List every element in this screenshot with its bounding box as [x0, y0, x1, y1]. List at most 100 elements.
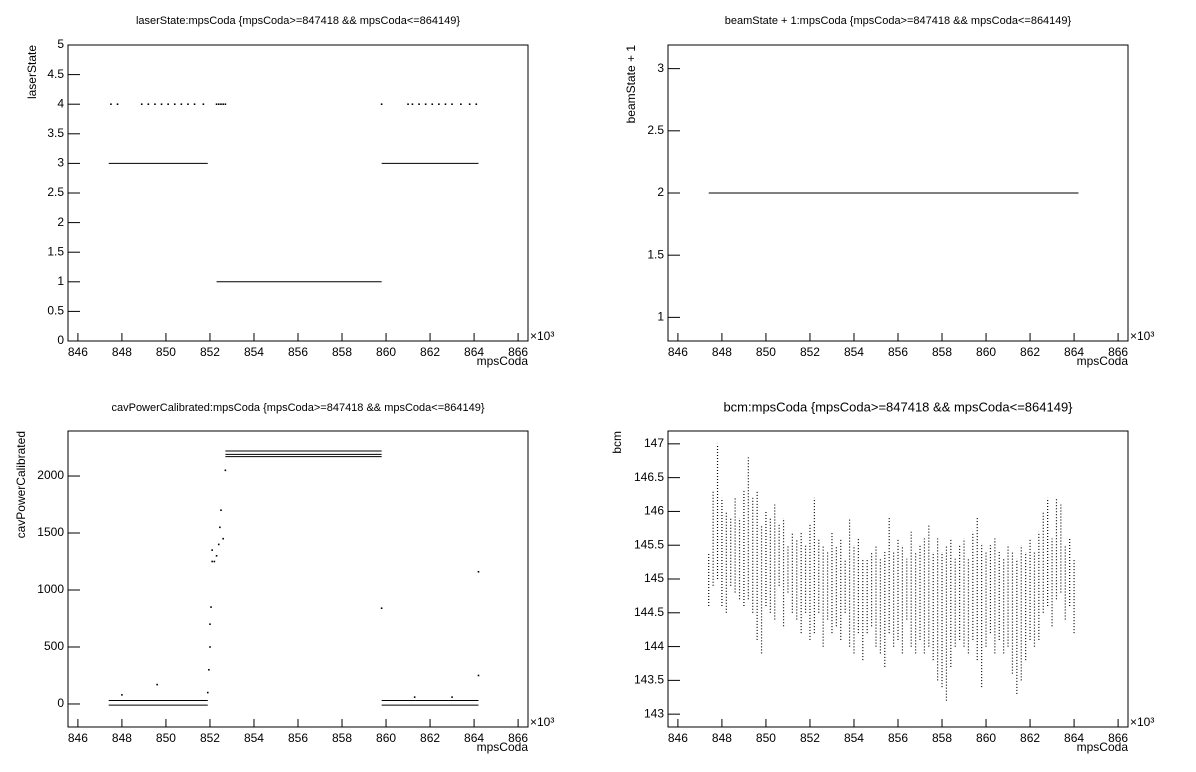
y-tick-label: 0: [57, 333, 64, 347]
x-tick-label: 866: [508, 345, 528, 359]
data-point: [180, 103, 183, 105]
x-tick-label: 848: [112, 345, 132, 359]
x-multiplier: ×10³: [530, 329, 554, 343]
data-point: [224, 103, 227, 105]
plot-frame: [67, 430, 529, 728]
data-point: [413, 696, 416, 698]
data-point: [407, 103, 409, 105]
x-tick-label: 852: [800, 345, 820, 359]
y-tick-label: 144.5: [634, 605, 664, 619]
x-tick-label: 846: [668, 731, 688, 745]
data-point: [213, 560, 216, 563]
data-point: [431, 103, 434, 105]
x-tick-label: 858: [332, 731, 352, 745]
y-tick-label: 3.5: [47, 126, 64, 140]
data-point: [220, 509, 222, 512]
y-tick-label: 1.5: [647, 247, 664, 261]
x-tick-label: 858: [932, 731, 952, 745]
x-tick-label: 866: [1108, 345, 1128, 359]
x-tick-label: 856: [288, 731, 308, 745]
y-tick-label: 147: [644, 436, 664, 450]
y-tick-label: 1: [657, 310, 664, 324]
data-point: [202, 103, 205, 105]
data-point: [206, 691, 209, 694]
data-point: [173, 103, 176, 105]
x-tick-label: 856: [888, 345, 908, 359]
chart-title: beamState + 1:mpsCoda {mpsCoda>=847418 &…: [725, 15, 1072, 27]
data-point: [209, 646, 211, 648]
data-point: [217, 543, 220, 546]
data-point: [211, 549, 213, 551]
plot-panel: cavPowerCalibrated:mpsCoda {mpsCoda>=847…: [14, 402, 554, 754]
y-tick-label: 4: [57, 96, 64, 110]
x-tick-label: 864: [464, 731, 484, 745]
chart-title: bcm:mpsCoda {mpsCoda>=847418 && mpsCoda<…: [723, 399, 1073, 414]
x-multiplier: ×10³: [530, 715, 554, 729]
x-tick-label: 864: [1064, 731, 1084, 745]
data-point: [438, 103, 440, 105]
y-tick-label: 2: [657, 185, 664, 199]
data-point: [460, 103, 462, 105]
x-tick-label: 860: [376, 345, 396, 359]
x-tick-label: 854: [244, 731, 264, 745]
x-tick-label: 864: [1064, 345, 1084, 359]
data-point: [209, 623, 211, 625]
data-point: [193, 103, 196, 105]
y-tick-label: 2.5: [47, 185, 64, 199]
x-tick-label: 852: [200, 731, 220, 745]
data-point: [224, 469, 227, 472]
x-tick-label: 854: [844, 731, 864, 745]
data-point: [380, 607, 383, 610]
data-point: [468, 103, 471, 105]
data-point: [451, 103, 453, 105]
data-point: [477, 674, 480, 677]
x-tick-label: 860: [976, 731, 996, 745]
y-axis-label: laserState: [25, 45, 39, 99]
data-point: [167, 103, 169, 105]
data-point: [147, 103, 150, 105]
y-tick-label: 2000: [37, 468, 64, 482]
x-tick-label: 866: [508, 731, 528, 745]
data-point: [475, 103, 478, 105]
x-tick-label: 856: [888, 731, 908, 745]
y-tick-label: 500: [44, 639, 64, 653]
x-tick-label: 848: [112, 731, 132, 745]
y-tick-label: 1500: [37, 525, 64, 539]
x-multiplier: ×10³: [1130, 715, 1154, 729]
y-tick-label: 146.5: [634, 470, 664, 484]
x-tick-label: 860: [976, 345, 996, 359]
data-point: [140, 103, 143, 105]
x-tick-label: 852: [200, 345, 220, 359]
x-tick-label: 850: [156, 731, 176, 745]
y-tick-label: 2: [57, 215, 64, 229]
y-tick-label: 143: [644, 706, 664, 720]
data-point: [211, 560, 213, 563]
plot-panel: beamState + 1:mpsCoda {mpsCoda>=847418 &…: [624, 15, 1154, 368]
data-point: [219, 526, 221, 529]
data-point: [222, 537, 224, 540]
data-point: [156, 683, 158, 686]
x-tick-label: 860: [376, 731, 396, 745]
data-point: [220, 103, 222, 105]
y-tick-label: 5: [57, 37, 64, 51]
x-tick-label: 864: [464, 345, 484, 359]
y-axis-label: cavPowerCalibrated: [14, 431, 28, 538]
x-tick-label: 854: [844, 345, 864, 359]
x-tick-label: 850: [156, 345, 176, 359]
data-point: [160, 103, 163, 105]
x-axis-label: mpsCoda: [1077, 740, 1129, 754]
data-point: [210, 606, 212, 608]
data-point: [187, 103, 189, 105]
y-tick-label: 2.5: [647, 123, 664, 137]
data-point: [411, 103, 414, 105]
y-tick-label: 143.5: [634, 673, 664, 687]
data-point: [208, 668, 210, 671]
data-point: [215, 555, 218, 557]
x-tick-label: 846: [68, 731, 88, 745]
x-tick-label: 862: [420, 731, 440, 745]
x-tick-label: 846: [668, 345, 688, 359]
data-point: [116, 103, 119, 105]
x-tick-label: 848: [712, 345, 732, 359]
x-tick-label: 858: [932, 345, 952, 359]
